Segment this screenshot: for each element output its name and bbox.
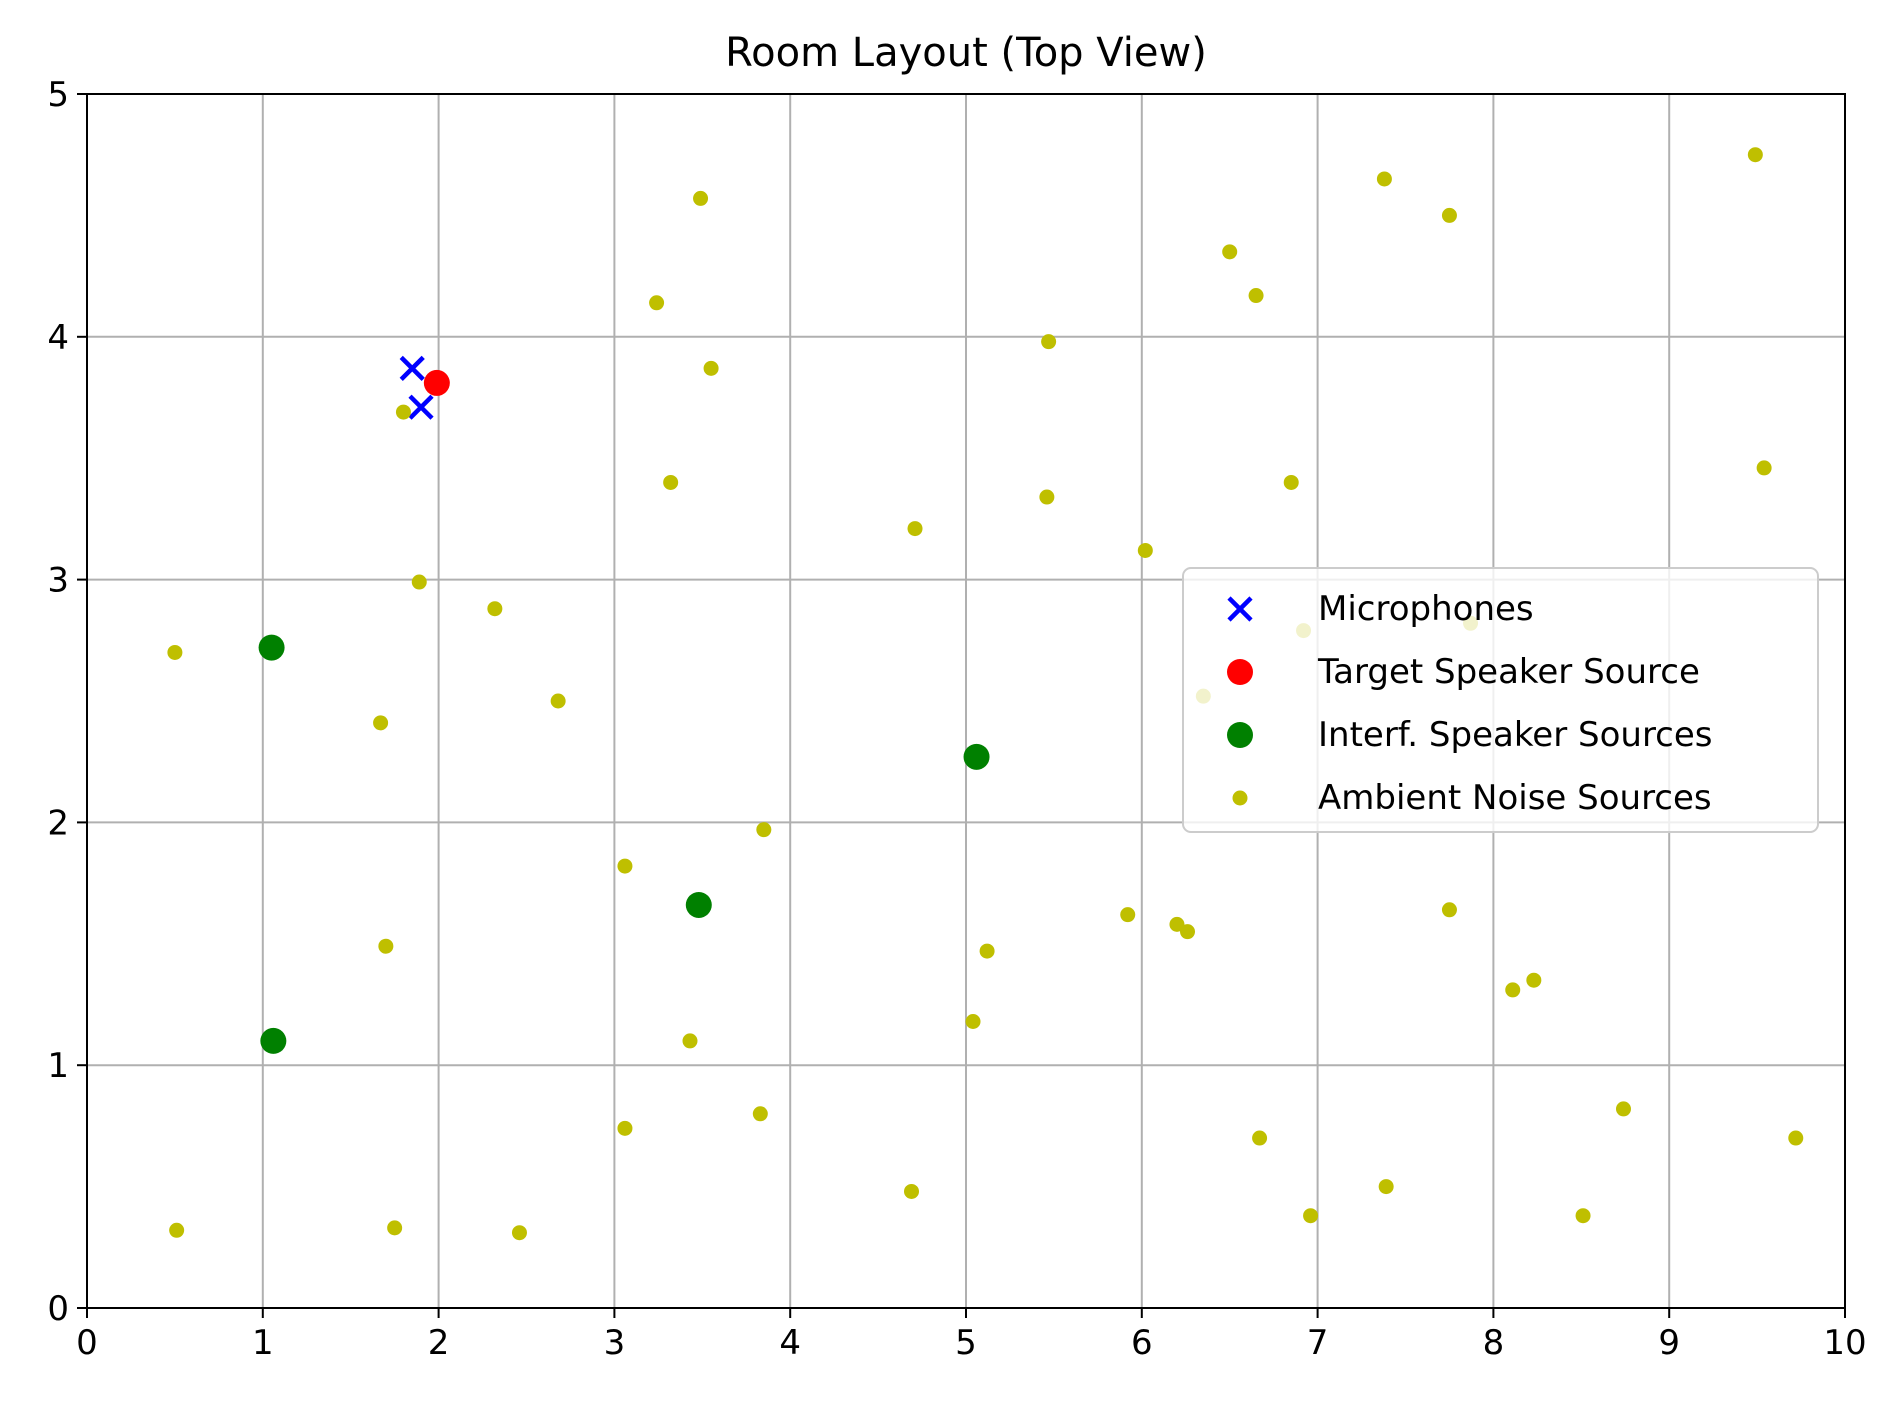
data-point-series-2 — [685, 891, 712, 918]
x-tick-label: 1 — [252, 1323, 274, 1363]
y-tick-label: 1 — [47, 1046, 69, 1086]
legend: Microphones Target Speaker Source Interf. … — [1182, 567, 1819, 833]
data-point-series-2 — [260, 1027, 287, 1054]
data-point-series-3 — [682, 1033, 698, 1049]
data-point-series-3 — [1788, 1130, 1804, 1146]
y-tick-label: 4 — [47, 318, 69, 358]
data-point-series-3 — [1756, 460, 1772, 476]
data-point-series-3 — [1505, 982, 1521, 998]
data-point-series-3 — [1120, 907, 1136, 923]
data-point-series-3 — [703, 360, 719, 376]
data-point-series-3 — [756, 822, 772, 838]
y-tick-label: 3 — [47, 561, 69, 601]
chart-title: Room Layout (Top View) — [725, 30, 1207, 76]
x-tick-label: 3 — [604, 1323, 626, 1363]
data-point-series-2 — [258, 634, 285, 661]
data-point-series-3 — [693, 190, 709, 206]
data-point-series-1 — [423, 369, 450, 396]
marker-stroke — [1227, 596, 1253, 622]
data-point-series-3 — [373, 715, 389, 731]
data-point-series-3 — [1441, 902, 1457, 918]
legend-marker — [1232, 790, 1248, 806]
data-point-series-0 — [408, 394, 434, 420]
legend-marker — [1227, 659, 1253, 685]
data-point-series-3 — [965, 1013, 981, 1029]
data-point-series-3 — [487, 601, 503, 617]
data-point-series-3 — [1169, 916, 1185, 932]
legend-label: Target Speaker Source — [1317, 652, 1700, 692]
data-point-series-3 — [167, 644, 183, 660]
x-tick-label: 4 — [779, 1323, 801, 1363]
data-point-series-3 — [1378, 1179, 1394, 1195]
data-points — [167, 147, 1804, 1241]
data-point-series-3 — [907, 521, 923, 537]
data-point-series-3 — [1747, 147, 1763, 163]
x-tick-label: 8 — [1483, 1323, 1505, 1363]
legend-label: Microphones — [1318, 589, 1534, 629]
data-point-series-3 — [649, 295, 665, 311]
data-point-series-3 — [617, 858, 633, 874]
data-point-series-3 — [979, 943, 995, 959]
data-point-series-3 — [1575, 1208, 1591, 1224]
legend-label: Interf. Speaker Sources — [1318, 715, 1713, 755]
x-tick-label: 7 — [1307, 1323, 1329, 1363]
data-point-series-3 — [395, 404, 411, 420]
data-point-series-3 — [1248, 288, 1264, 304]
x-tick-label: 10 — [1823, 1323, 1866, 1363]
legend-marker — [1227, 722, 1253, 748]
data-point-series-3 — [411, 574, 427, 590]
data-point-series-3 — [1180, 924, 1196, 940]
data-point-series-3 — [752, 1106, 768, 1122]
data-point-series-3 — [169, 1222, 185, 1238]
y-tick-label: 5 — [47, 75, 69, 115]
data-point-series-3 — [387, 1220, 403, 1236]
data-point-series-3 — [511, 1225, 527, 1241]
data-point-series-3 — [378, 938, 394, 954]
x-tick-label: 0 — [76, 1323, 98, 1363]
data-point-series-3 — [1615, 1101, 1631, 1117]
data-point-series-3 — [1041, 334, 1057, 350]
data-point-series-3 — [550, 693, 566, 709]
x-tick-label: 9 — [1658, 1323, 1680, 1363]
data-point-series-3 — [1441, 207, 1457, 223]
data-point-series-3 — [1137, 542, 1153, 558]
legend-box — [1182, 567, 1819, 833]
y-tick-label: 0 — [47, 1289, 69, 1329]
data-point-series-3 — [617, 1120, 633, 1136]
y-tick-label: 2 — [47, 803, 69, 843]
axes: 0 1 2 3 4 5 6 7 8 9 10 0 1 2 3 4 5 — [47, 75, 1866, 1363]
data-point-series-3 — [1252, 1130, 1268, 1146]
data-point-series-3 — [1303, 1208, 1319, 1224]
data-point-series-3 — [1526, 972, 1542, 988]
data-point-series-3 — [1222, 244, 1238, 260]
legend-label: Ambient Noise Sources — [1318, 778, 1712, 818]
data-point-series-2 — [963, 743, 990, 770]
x-tick-label: 6 — [1131, 1323, 1153, 1363]
data-point-series-3 — [663, 474, 679, 490]
data-point-series-3 — [1039, 489, 1055, 505]
marker-stroke — [408, 394, 434, 420]
legend-marker — [1227, 596, 1253, 622]
data-point-series-3 — [904, 1183, 920, 1199]
marker-stroke — [399, 355, 425, 381]
data-point-series-0 — [399, 355, 425, 381]
data-point-series-3 — [1283, 474, 1299, 490]
x-tick-label: 2 — [428, 1323, 450, 1363]
x-tick-label: 5 — [955, 1323, 977, 1363]
data-point-series-3 — [1376, 171, 1392, 187]
